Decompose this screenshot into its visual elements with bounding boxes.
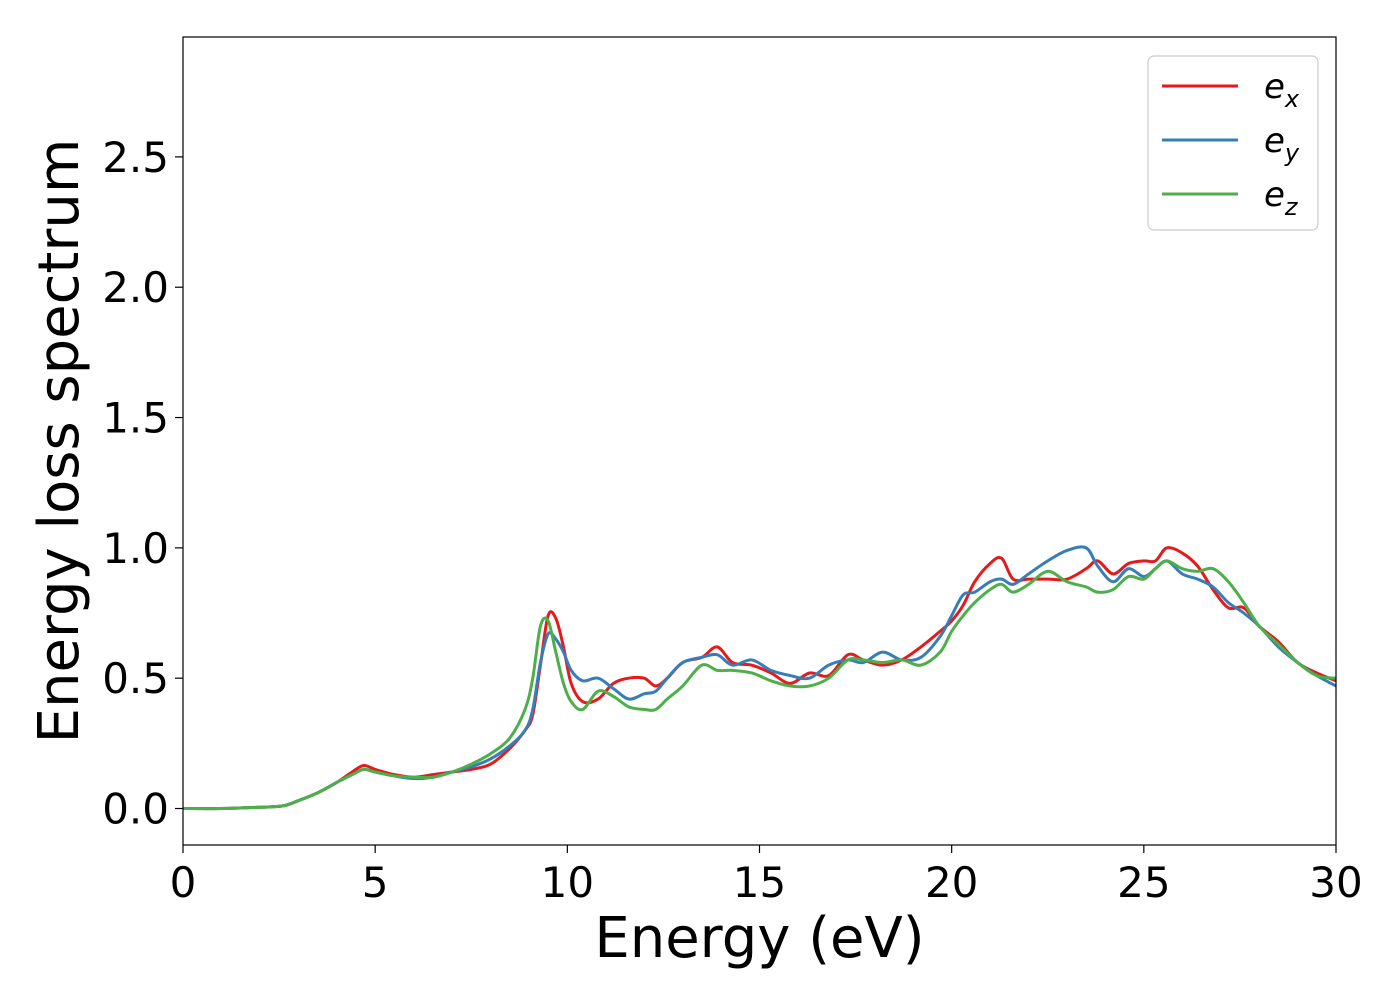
x-tick-label: 30 xyxy=(1309,858,1362,907)
series-line-z xyxy=(183,559,1336,811)
y-axis-label: Energy loss spectrum xyxy=(27,139,92,744)
axes-layer: 0 5 10 15 20 25 30 0.0 0.5 1.0 1.5 2.0 2.5 xyxy=(102,36,1363,907)
legend-label-z: ez xyxy=(1264,175,1299,221)
x-axis-label: Energy (eV) xyxy=(594,906,924,971)
y-tick-label: 1.0 xyxy=(102,524,169,573)
series-layer xyxy=(183,545,1336,811)
x-tick-label: 5 xyxy=(362,858,389,907)
legend: ex ey ez xyxy=(1147,55,1319,231)
y-tick-label: 2.0 xyxy=(102,263,169,312)
x-tick-label: 25 xyxy=(1117,858,1170,907)
x-tick-label: 20 xyxy=(925,858,978,907)
x-tick-label: 10 xyxy=(541,858,594,907)
y-tick-label: 2.5 xyxy=(102,133,169,182)
x-tick-label: 15 xyxy=(733,858,786,907)
y-tick-label: 0.0 xyxy=(102,785,169,834)
y-tick-label: 1.5 xyxy=(102,394,169,443)
legend-box xyxy=(1147,55,1319,231)
x-tick-label: 0 xyxy=(170,858,197,907)
legend-label-x: ex xyxy=(1264,67,1300,113)
legend-label-y: ey xyxy=(1264,121,1300,167)
series-line-x xyxy=(183,546,1336,811)
y-tick-label: 0.5 xyxy=(102,654,169,703)
